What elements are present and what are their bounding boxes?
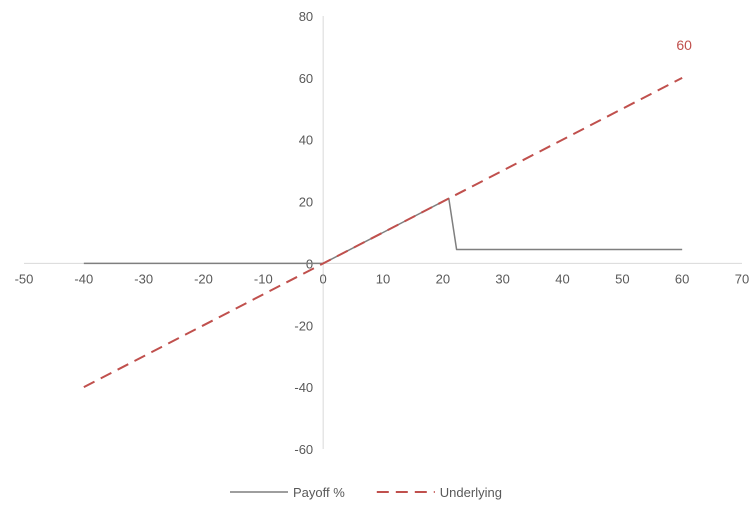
y-tick-label: -20 (294, 318, 313, 333)
x-tick-label: -20 (194, 271, 213, 286)
x-tick-label: 60 (675, 271, 689, 286)
data-labels: 60 (676, 37, 692, 53)
legend-label-underlying: Underlying (440, 485, 502, 500)
x-tick-label: 70 (735, 271, 749, 286)
y-tick-label: 40 (299, 133, 313, 148)
x-tick-label: -30 (134, 271, 153, 286)
legend-label-payoff: Payoff % (293, 485, 345, 500)
y-tick-label: 80 (299, 9, 313, 24)
series-line-payoff (83, 197, 683, 265)
x-tick-label: -40 (74, 271, 93, 286)
x-tick-label: 40 (555, 271, 569, 286)
legend: Payoff % Underlying (230, 485, 502, 500)
y-tick-label: -60 (294, 442, 313, 457)
series-line-underlying (83, 76, 683, 389)
x-tick-label: -50 (15, 271, 34, 286)
x-tick-label: 0 (320, 271, 327, 286)
x-tick-labels: -50 -40 -30 -20 -10 0 10 20 30 40 50 60 70 (15, 271, 750, 286)
x-tick-label: 30 (495, 271, 509, 286)
series-layer (83, 76, 683, 389)
x-tick-label: 20 (436, 271, 450, 286)
x-tick-label: 50 (615, 271, 629, 286)
y-tick-label: 20 (299, 195, 313, 210)
data-label: 60 (676, 37, 692, 53)
x-tick-label: -10 (254, 271, 273, 286)
x-tick-label: 10 (376, 271, 390, 286)
y-tick-label: -40 (294, 380, 313, 395)
y-tick-label: 60 (299, 71, 313, 86)
